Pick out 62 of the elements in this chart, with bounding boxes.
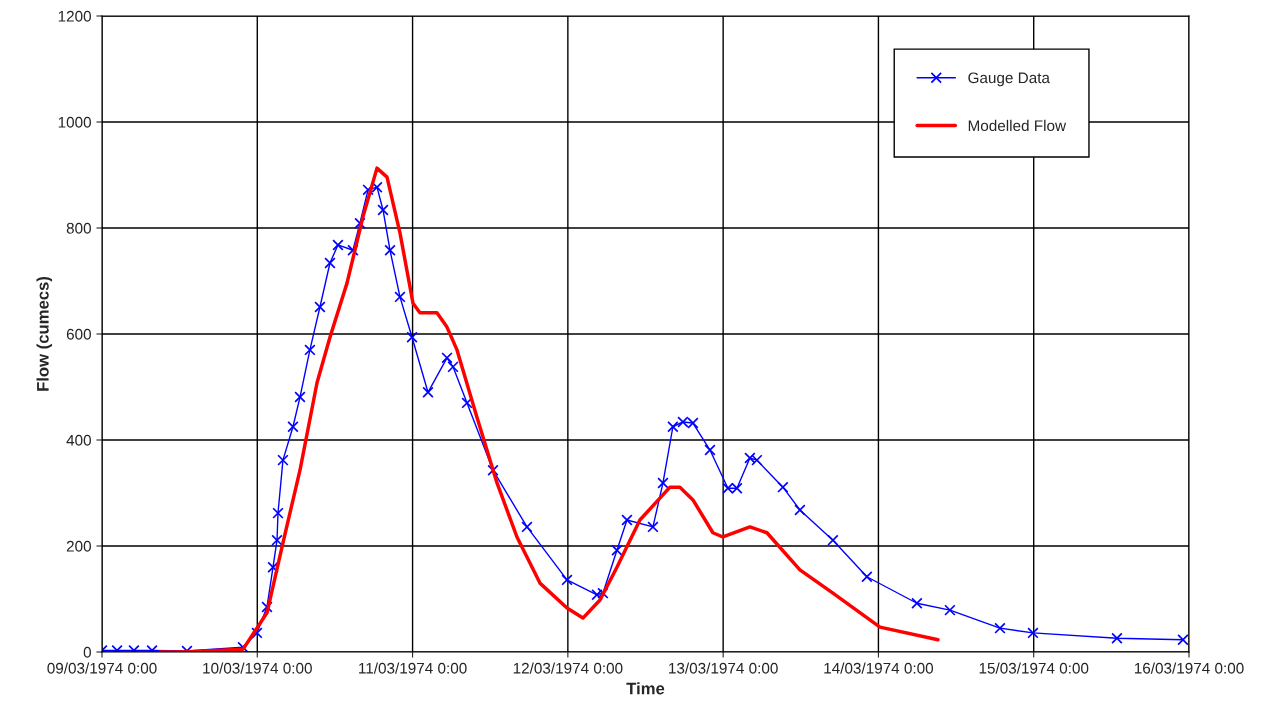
point (1027, 627, 1039, 639)
point (332, 239, 344, 251)
legend-label: Modelled Flow (968, 119, 1067, 132)
point (277, 454, 289, 466)
point (1177, 634, 1189, 646)
point (487, 464, 499, 476)
point (611, 544, 623, 556)
point (447, 361, 459, 373)
point (267, 561, 279, 573)
y-tick-label: 600 (66, 328, 91, 340)
x-tick-label: 15/03/1974 0:00 (979, 662, 1089, 674)
y-tick-label: 200 (66, 540, 91, 552)
y-tick-label: 1200 (58, 10, 91, 22)
point (1111, 632, 1123, 644)
point (406, 331, 418, 343)
point (261, 601, 273, 613)
point (394, 291, 406, 303)
point (621, 514, 633, 526)
point (324, 257, 336, 269)
point (911, 597, 923, 609)
point (794, 504, 806, 516)
point (657, 477, 669, 489)
point (304, 344, 316, 356)
x-axis-title: Time (626, 682, 665, 695)
point (521, 521, 533, 533)
y-axis-title: Flow (cumecs) (36, 276, 53, 391)
point (647, 521, 659, 533)
point (591, 589, 603, 601)
point (441, 352, 453, 364)
y-tick-label: 800 (66, 222, 91, 234)
point (287, 421, 299, 433)
x-tick-label: 16/03/1974 0:00 (1134, 662, 1244, 674)
point (597, 587, 609, 599)
y-tick-label: 0 (83, 646, 91, 658)
point (314, 301, 326, 313)
point (354, 217, 366, 229)
point (777, 481, 789, 493)
point (944, 604, 956, 616)
point (294, 391, 306, 403)
point (827, 534, 839, 546)
point (704, 444, 716, 456)
point (422, 386, 434, 398)
legend-label: Gauge Data (968, 72, 1050, 87)
x-tick-label: 13/03/1974 0:00 (669, 662, 778, 674)
point (861, 571, 873, 583)
x-tick-label: 12/03/1974 0:00 (513, 662, 623, 674)
x-tick-label: 11/03/1974 0:00 (359, 662, 467, 674)
x-tick-label: 09/03/1974 0:00 (47, 662, 157, 674)
point (994, 622, 1006, 634)
line-series (158, 166, 940, 652)
point (272, 507, 284, 519)
x-tick-label: 10/03/1974 0:00 (203, 662, 312, 674)
point (251, 627, 263, 639)
x-tick-label: 14/03/1974 0:00 (824, 662, 934, 674)
point (667, 421, 679, 433)
point (377, 204, 389, 216)
y-tick-label: 1000 (58, 116, 91, 128)
point (384, 244, 396, 256)
point (271, 534, 283, 546)
point (461, 397, 473, 409)
y-tick-label: 400 (66, 434, 91, 446)
point (561, 574, 573, 586)
